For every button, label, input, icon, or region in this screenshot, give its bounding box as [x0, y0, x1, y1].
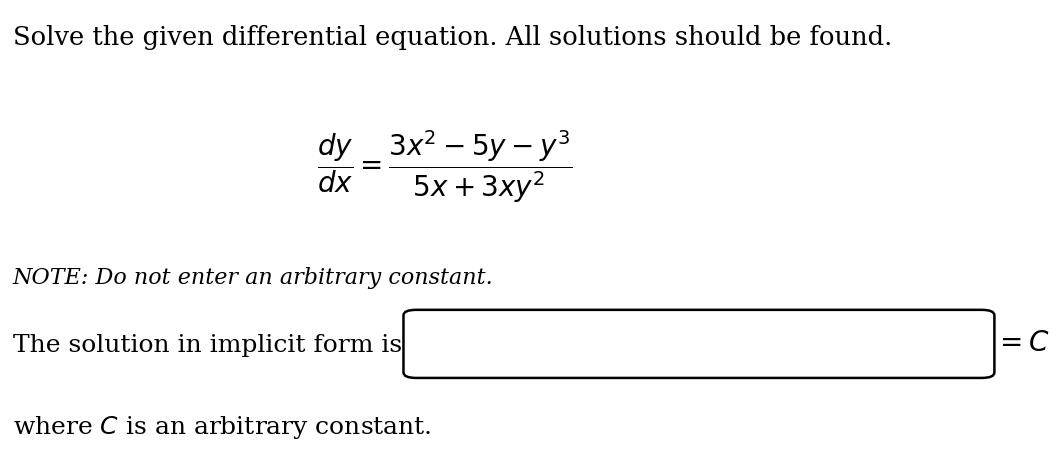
Text: Solve the given differential equation. All solutions should be found.: Solve the given differential equation. A…: [13, 25, 892, 50]
FancyBboxPatch shape: [403, 310, 994, 378]
Text: NOTE: Do not enter an arbitrary constant.: NOTE: Do not enter an arbitrary constant…: [13, 267, 493, 289]
Text: $= C$: $= C$: [994, 330, 1049, 357]
Text: where $C$ is an arbitrary constant.: where $C$ is an arbitrary constant.: [13, 414, 431, 441]
Text: The solution in implicit form is: The solution in implicit form is: [13, 334, 401, 356]
Text: $\dfrac{dy}{dx} = \dfrac{3x^2 - 5y - y^3}{5x + 3xy^2}$: $\dfrac{dy}{dx} = \dfrac{3x^2 - 5y - y^3…: [318, 128, 572, 205]
